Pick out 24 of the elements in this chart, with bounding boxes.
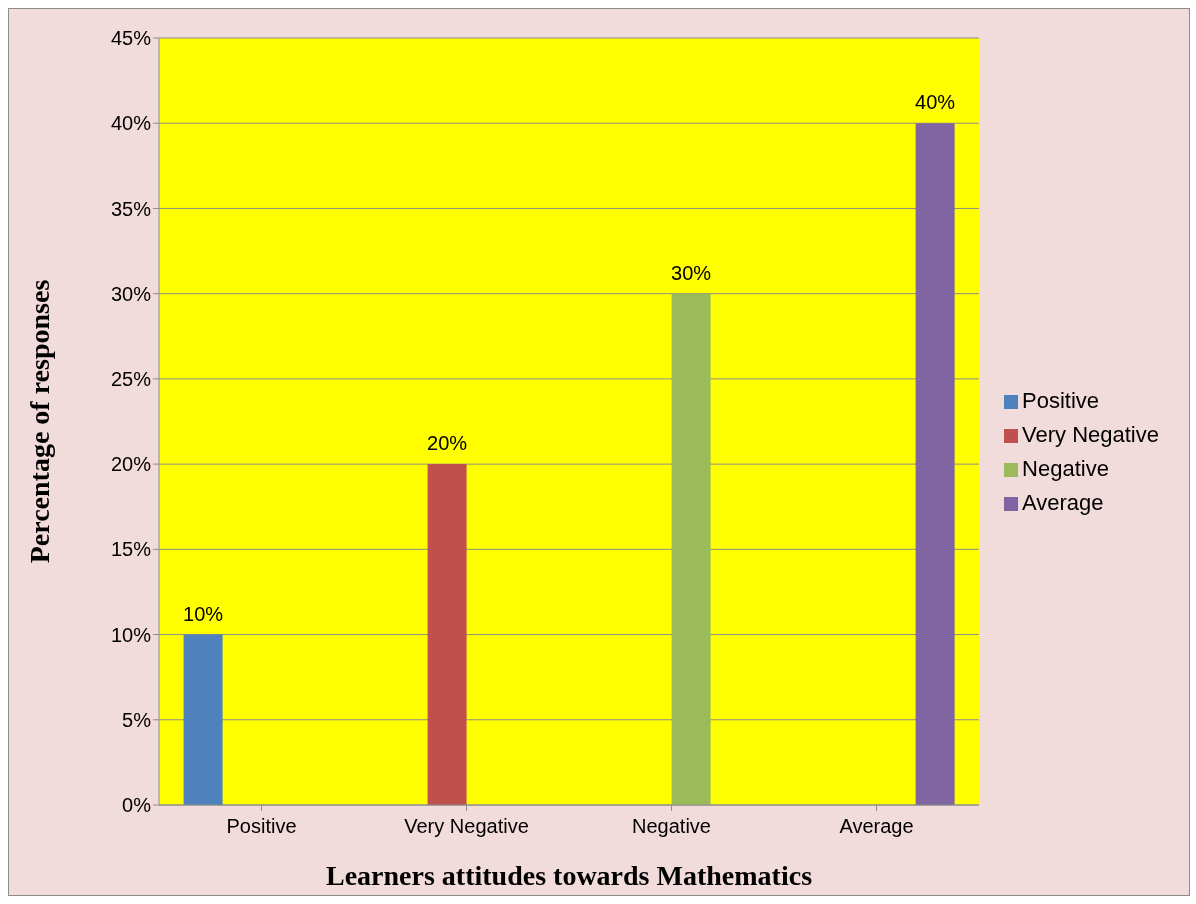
legend-label: Average [1022, 490, 1104, 515]
x-tick-label: Positive [226, 815, 297, 838]
y-tick-label: 45% [110, 27, 152, 50]
y-axis-title: Percentage of responses [23, 279, 55, 564]
data-label: 30% [671, 261, 712, 284]
y-tick-label: 20% [110, 453, 152, 476]
x-axis-title: Learners attitudes towards Mathematics [326, 860, 813, 891]
x-tick-label: Very Negative [404, 815, 529, 838]
y-tick-label: 0% [122, 794, 152, 817]
y-tick-label: 30% [110, 282, 152, 305]
x-tick-label: Negative [632, 815, 711, 838]
data-label: 20% [427, 432, 468, 455]
data-label: 10% [183, 602, 224, 625]
y-tick-label: 40% [110, 112, 152, 135]
y-tick-label: 25% [110, 367, 152, 390]
y-tick-label: 35% [110, 197, 152, 220]
y-tick-label: 15% [110, 538, 152, 561]
legend-label: Very Negative [1022, 422, 1159, 447]
x-tick-label: Average [839, 815, 914, 838]
y-tick-label: 5% [122, 708, 152, 731]
legend-label: Positive [1022, 388, 1100, 413]
y-tick-label: 10% [110, 623, 152, 646]
data-label: 40% [915, 91, 956, 114]
legend-label: Negative [1022, 456, 1109, 481]
